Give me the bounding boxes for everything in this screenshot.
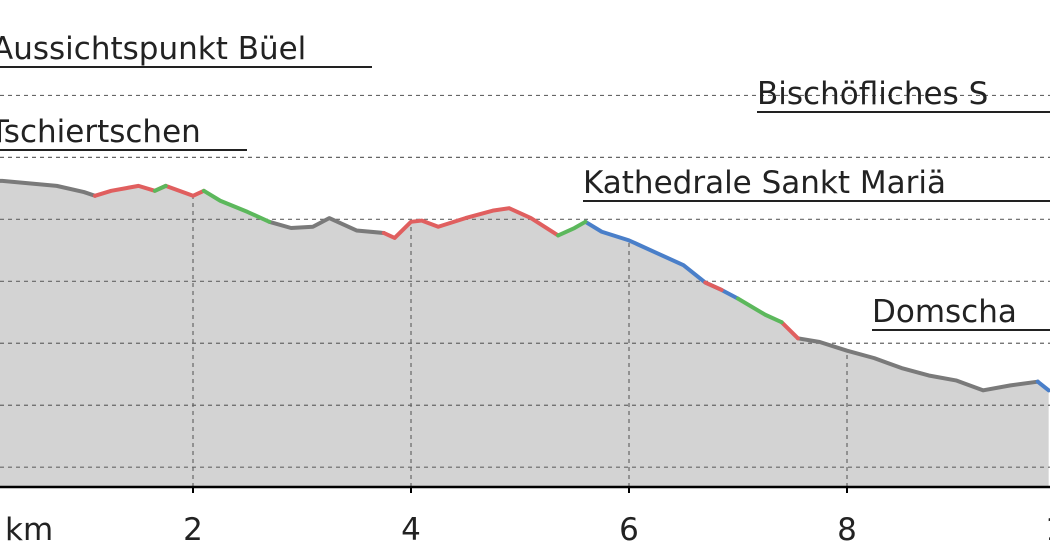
poi-label: Bischöfliches S <box>757 76 988 112</box>
x-tick-label: 2 <box>183 512 203 548</box>
x-tick-label: 10 <box>1045 512 1050 548</box>
poi-label: Kathedrale Sankt Mariä <box>583 165 946 201</box>
x-tick-label: 8 <box>837 512 857 548</box>
profile-area <box>0 180 1049 487</box>
x-tick-label: 6 <box>619 512 639 548</box>
profile-line <box>0 178 1040 393</box>
poi-label: Domscha <box>872 294 1017 330</box>
x-tick-label: km <box>5 512 53 548</box>
poi-label: Aussichtspunkt Büel <box>0 31 306 67</box>
profile-line <box>152 183 784 325</box>
poi-label: Tschiertschen <box>0 114 201 150</box>
x-tick-label: 4 <box>401 512 421 548</box>
